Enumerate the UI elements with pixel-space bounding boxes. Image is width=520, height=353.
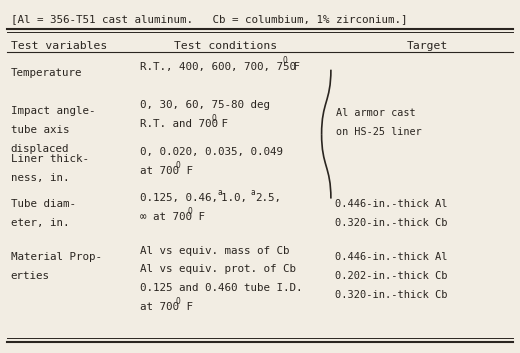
Text: Impact angle-: Impact angle- [11,107,95,116]
Text: Test variables: Test variables [11,41,107,50]
Text: F: F [180,166,193,176]
Text: [Al = 356-T51 cast aluminum.   Cb = columbium, 1% zirconium.]: [Al = 356-T51 cast aluminum. Cb = columb… [11,14,407,24]
Text: 0.446-in.-thick Al: 0.446-in.-thick Al [334,199,447,209]
Text: 0, 0.020, 0.035, 0.049: 0, 0.020, 0.035, 0.049 [140,148,283,157]
Text: 0.320-in.-thick Cb: 0.320-in.-thick Cb [334,218,447,228]
Text: R.T. and 700: R.T. and 700 [140,119,218,129]
Text: on HS-25 liner: on HS-25 liner [336,127,422,137]
Text: 0.202-in.-thick Cb: 0.202-in.-thick Cb [334,271,447,281]
Text: at 700: at 700 [140,302,179,312]
Text: Target: Target [407,41,448,50]
Text: O: O [175,161,180,170]
Text: 0.320-in.-thick Cb: 0.320-in.-thick Cb [334,289,447,300]
Text: a: a [217,188,222,197]
Text: 0.125 and 0.460 tube I.D.: 0.125 and 0.460 tube I.D. [140,283,302,293]
Text: O: O [187,207,192,216]
Text: ∞ at 700: ∞ at 700 [140,212,192,222]
Text: O: O [175,297,180,306]
Text: Al armor cast: Al armor cast [336,108,415,118]
Text: 1.0,: 1.0, [222,193,254,203]
Text: Al vs equiv. prot. of Cb: Al vs equiv. prot. of Cb [140,264,296,275]
Text: F: F [215,119,228,129]
Text: eter, in.: eter, in. [11,218,69,228]
Text: F: F [180,302,193,312]
Text: 0.446-in.-thick Al: 0.446-in.-thick Al [334,252,447,262]
Text: Liner thick-: Liner thick- [11,154,89,164]
Text: O: O [211,114,216,123]
Text: at 700: at 700 [140,166,179,176]
Text: F: F [287,62,300,72]
Text: 2.5,: 2.5, [255,193,281,203]
Text: Tube diam-: Tube diam- [11,199,76,209]
Text: tube axis: tube axis [11,125,69,135]
Text: 0.125, 0.46,: 0.125, 0.46, [140,193,224,203]
Text: O: O [282,56,287,65]
Text: a: a [251,188,256,197]
Text: Material Prop-: Material Prop- [11,252,102,262]
Text: F: F [191,212,204,222]
Text: Test conditions: Test conditions [175,41,278,50]
Text: Al vs equiv. mass of Cb: Al vs equiv. mass of Cb [140,246,289,256]
Text: R.T., 400, 600, 700, 750: R.T., 400, 600, 700, 750 [140,62,296,72]
Text: displaced: displaced [11,144,69,154]
Text: erties: erties [11,271,50,281]
Text: Temperature: Temperature [11,68,82,78]
Text: 0, 30, 60, 75-80 deg: 0, 30, 60, 75-80 deg [140,100,270,110]
Text: ness, in.: ness, in. [11,173,69,183]
